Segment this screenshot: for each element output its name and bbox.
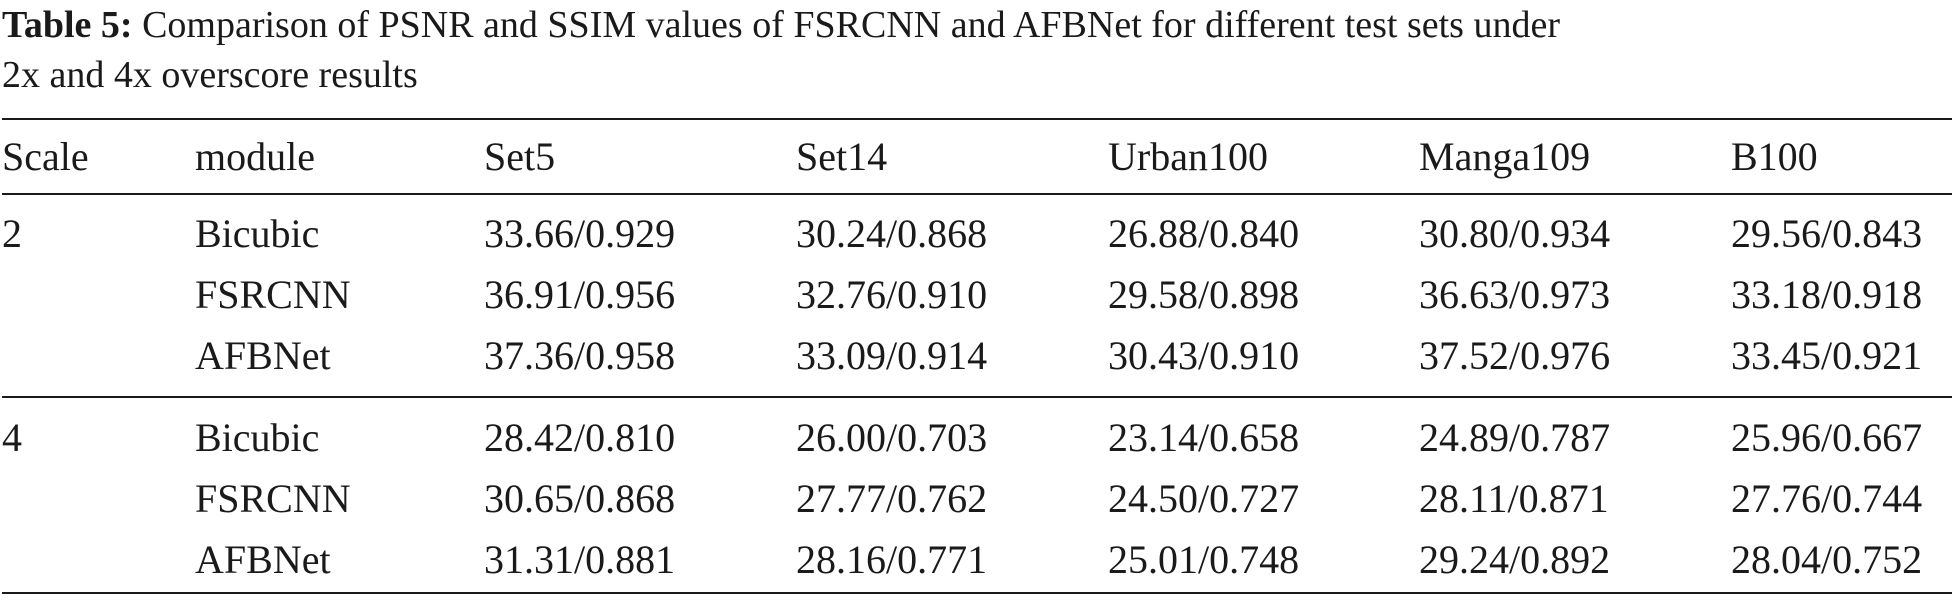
- value-cell: 29.58/0.898: [1108, 272, 1300, 317]
- caption-label: Table 5:: [2, 4, 133, 46]
- value-cell: 27.76/0.744: [1731, 476, 1923, 521]
- value-cell: 33.45/0.921: [1731, 333, 1923, 378]
- value-cell: 37.52/0.976: [1419, 333, 1611, 378]
- value-cell: 33.09/0.914: [796, 333, 988, 378]
- column-header-module: module: [195, 134, 315, 179]
- value-cell: 26.00/0.703: [796, 415, 988, 460]
- scale-cell: 2: [2, 211, 22, 256]
- value-cell: 30.24/0.868: [796, 211, 988, 256]
- value-cell: 29.24/0.892: [1419, 537, 1611, 582]
- value-cell: 37.36/0.958: [484, 333, 676, 378]
- module-cell: Bicubic: [195, 211, 320, 256]
- module-cell: FSRCNN: [195, 272, 351, 317]
- value-cell: 28.16/0.771: [796, 537, 988, 582]
- column-header-set5: Set5: [484, 134, 556, 179]
- value-cell: 31.31/0.881: [484, 537, 676, 582]
- column-header-urban100: Urban100: [1108, 134, 1268, 179]
- value-cell: 23.14/0.658: [1108, 415, 1300, 460]
- value-cell: 33.66/0.929: [484, 211, 676, 256]
- caption-text-2: 2x and 4x overscore results: [2, 54, 418, 96]
- module-cell: AFBNet: [195, 537, 331, 582]
- module-cell: Bicubic: [195, 415, 320, 460]
- module-cell: FSRCNN: [195, 476, 351, 521]
- scale-cell: 4: [2, 415, 22, 460]
- value-cell: 29.56/0.843: [1731, 211, 1923, 256]
- value-cell: 25.96/0.667: [1731, 415, 1923, 460]
- value-cell: 24.89/0.787: [1419, 415, 1611, 460]
- header-rule: [2, 193, 1952, 195]
- column-header-set14: Set14: [796, 134, 888, 179]
- value-cell: 30.80/0.934: [1419, 211, 1611, 256]
- value-cell: 28.04/0.752: [1731, 537, 1923, 582]
- value-cell: 36.63/0.973: [1419, 272, 1611, 317]
- bottom-rule: [2, 592, 1952, 594]
- value-cell: 36.91/0.956: [484, 272, 676, 317]
- top-rule: [2, 118, 1952, 120]
- value-cell: 30.65/0.868: [484, 476, 676, 521]
- group-rule: [2, 396, 1952, 398]
- value-cell: 32.76/0.910: [796, 272, 988, 317]
- value-cell: 27.77/0.762: [796, 476, 988, 521]
- value-cell: 30.43/0.910: [1108, 333, 1300, 378]
- value-cell: 28.42/0.810: [484, 415, 676, 460]
- column-header-scale: Scale: [2, 134, 89, 179]
- value-cell: 33.18/0.918: [1731, 272, 1923, 317]
- caption-text-1: Comparison of PSNR and SSIM values of FS…: [132, 4, 1560, 46]
- column-header-manga109: Manga109: [1419, 134, 1591, 179]
- value-cell: 26.88/0.840: [1108, 211, 1300, 256]
- value-cell: 28.11/0.871: [1419, 476, 1609, 521]
- value-cell: 24.50/0.727: [1108, 476, 1300, 521]
- caption-line-1: Table 5: Comparison of PSNR and SSIM val…: [2, 0, 1952, 50]
- value-cell: 25.01/0.748: [1108, 537, 1300, 582]
- module-cell: AFBNet: [195, 333, 331, 378]
- column-header-b100: B100: [1731, 134, 1818, 179]
- table-caption: Table 5: Comparison of PSNR and SSIM val…: [2, 0, 1952, 100]
